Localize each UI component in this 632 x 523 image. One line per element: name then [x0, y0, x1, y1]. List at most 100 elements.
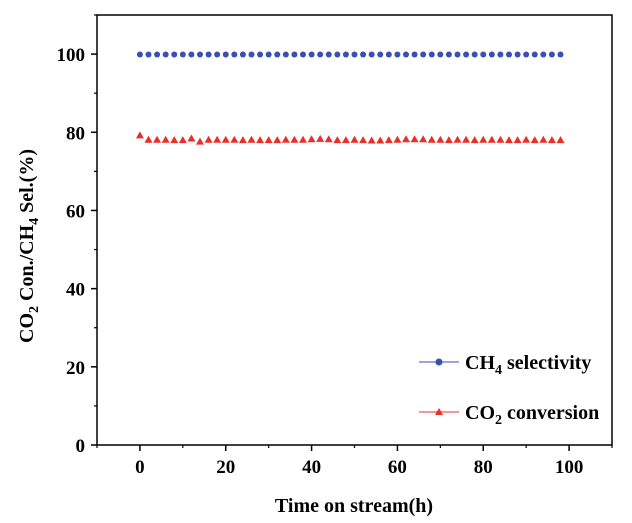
data-point: [154, 51, 161, 58]
y-axis: 0 20 40 60 80 100: [57, 14, 97, 457]
legend-marker-ch4: [435, 358, 443, 366]
series-0: [136, 51, 564, 58]
data-point: [187, 134, 196, 142]
data-point: [248, 51, 255, 58]
data-point: [350, 135, 359, 143]
data-point: [376, 136, 385, 144]
data-point: [196, 137, 204, 145]
data-point: [368, 51, 375, 58]
data-point: [479, 135, 488, 143]
data-point: [230, 135, 239, 143]
y-tick-label: 60: [66, 201, 85, 222]
data-point: [144, 135, 153, 143]
data-point: [171, 51, 178, 58]
data-point: [471, 51, 478, 58]
data-point: [437, 51, 444, 58]
data-point: [463, 51, 470, 58]
data-point: [136, 51, 143, 58]
x-tick-label: 60: [388, 457, 407, 478]
data-point: [188, 51, 195, 58]
data-point: [239, 51, 246, 58]
series-1: [135, 131, 565, 145]
data-point: [333, 136, 342, 144]
data-point: [394, 51, 401, 58]
y-tick-label: 100: [57, 45, 86, 66]
data-point: [445, 51, 452, 58]
data-point: [178, 136, 187, 144]
data-point: [231, 51, 238, 58]
data-point: [341, 136, 350, 144]
data-point: [300, 51, 306, 58]
data-point: [444, 136, 453, 144]
data-point: [393, 135, 402, 143]
legend-item-ch4-selectivity: CH4 selectivity: [419, 352, 591, 378]
data-point: [317, 51, 324, 58]
data-point: [162, 51, 169, 58]
data-point: [205, 51, 212, 58]
y-tick-label: 0: [76, 436, 86, 457]
data-point: [523, 51, 530, 58]
data-point: [547, 136, 556, 144]
data-point: [222, 51, 229, 58]
data-point: [334, 51, 341, 58]
data-point: [265, 51, 272, 58]
legend-label-ch4: CH4 selectivity: [465, 352, 591, 378]
data-point: [428, 51, 435, 58]
data-point: [402, 135, 410, 143]
data-point: [256, 136, 265, 144]
data-point: [351, 51, 358, 58]
data-point: [161, 135, 170, 143]
data-point: [513, 136, 522, 144]
data-point: [410, 135, 419, 143]
data-point: [290, 135, 299, 143]
data-point: [487, 135, 496, 143]
data-point: [506, 51, 512, 58]
data-point: [480, 51, 487, 58]
y-axis-title: CO2 Con./CH4 Sel.(%): [16, 149, 42, 343]
data-point: [488, 51, 495, 58]
data-point: [308, 51, 315, 58]
data-point: [403, 51, 409, 58]
data-point: [204, 135, 213, 143]
plot-frame: [96, 14, 613, 446]
data-point: [514, 51, 521, 58]
data-point: [197, 51, 203, 58]
data-point: [367, 136, 376, 144]
data-point: [359, 136, 368, 144]
data-point: [264, 136, 273, 144]
data-point: [213, 135, 222, 143]
data-point: [384, 136, 393, 144]
data-point: [454, 51, 461, 58]
x-tick-label: 80: [474, 457, 493, 478]
data-point: [307, 135, 316, 143]
data-point: [522, 135, 531, 143]
data-point: [135, 131, 144, 139]
data-point: [291, 51, 298, 58]
data-point: [324, 135, 333, 143]
data-point: [557, 51, 564, 58]
data-point: [453, 135, 462, 143]
data-point: [531, 51, 538, 58]
data-point: [556, 136, 565, 144]
x-tick-label: 100: [555, 457, 584, 478]
legend-label-co2: CO2 conversion: [465, 402, 599, 428]
x-axis-title: Time on stream(h): [275, 495, 433, 517]
data-point: [385, 51, 392, 58]
data-point: [470, 136, 479, 144]
data-point: [505, 136, 513, 144]
data-point: [530, 136, 539, 144]
y-tick-label: 40: [66, 280, 85, 301]
data-point: [419, 135, 428, 143]
data-point: [299, 135, 307, 143]
y-tick-label: 80: [66, 123, 85, 144]
data-point: [170, 136, 179, 144]
data-point: [497, 51, 504, 58]
data-point: [377, 51, 384, 58]
data-point: [436, 135, 445, 143]
data-point: [214, 51, 221, 58]
data-point: [221, 135, 230, 143]
data-point: [316, 134, 325, 142]
data-point: [247, 135, 256, 143]
data-point: [548, 51, 555, 58]
